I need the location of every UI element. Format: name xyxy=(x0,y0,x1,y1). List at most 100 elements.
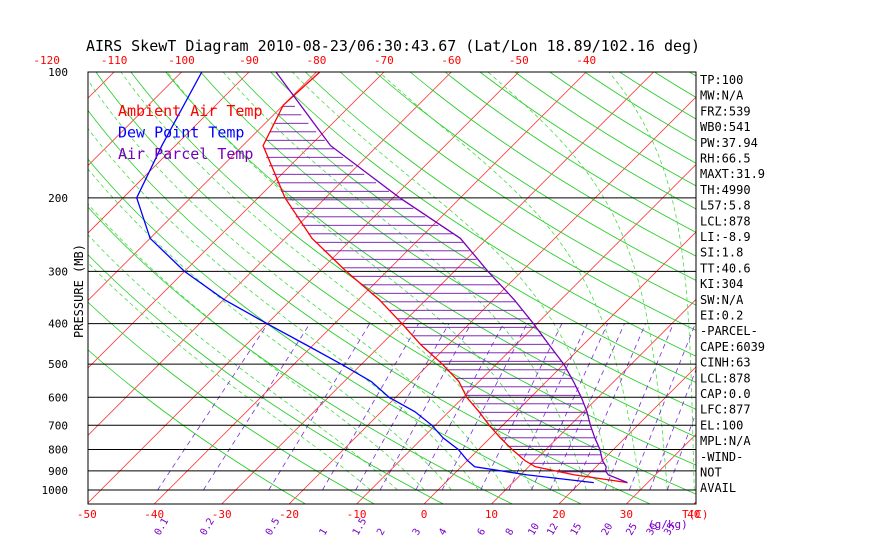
bottom-temp-tick-label: 0 xyxy=(421,508,428,521)
bottom-temp-tick-label: -30 xyxy=(212,508,232,521)
index-entry: TH:4990 xyxy=(700,183,751,197)
pressure-tick-label: 700 xyxy=(48,419,68,432)
dry-adiabat xyxy=(654,72,696,98)
pressure-tick-label: 200 xyxy=(48,192,68,205)
moist-adiabat xyxy=(88,127,479,491)
dry-adiabat xyxy=(374,72,696,281)
top-temp-tick-label: -90 xyxy=(239,54,259,67)
mixing-ratio-tick-label: 12 xyxy=(545,522,561,538)
dry-adiabat xyxy=(444,72,696,233)
mixing-ratio-line xyxy=(157,323,269,491)
index-entry: SW:N/A xyxy=(700,293,744,307)
mixing-ratio-tick-label: 2 xyxy=(375,527,388,538)
index-entry: MW:N/A xyxy=(700,89,744,103)
dry-adiabat xyxy=(88,349,306,504)
index-entry: LI:-8.9 xyxy=(700,230,751,244)
bottom-temp-tick-label: 40 xyxy=(687,508,700,521)
moist-adiabat xyxy=(88,79,506,491)
isotherm-line xyxy=(153,72,587,504)
mixing-ratio-line xyxy=(480,323,563,491)
top-temp-tick-label: -60 xyxy=(441,54,461,67)
mixing-ratio-tick-label: 8 xyxy=(504,527,517,538)
dry-adiabat xyxy=(88,109,651,504)
isotherm-line xyxy=(491,298,696,504)
dry-adiabat xyxy=(305,72,696,331)
series-air-parcel-temp xyxy=(275,72,628,484)
mixing-ratio-line xyxy=(573,323,646,491)
index-entry: L57:5.8 xyxy=(700,199,751,213)
pressure-tick-label: 300 xyxy=(48,265,68,278)
mixing-ratio-line xyxy=(549,323,625,491)
plot-frame xyxy=(87,71,697,505)
mixing-ratio-line xyxy=(441,323,528,491)
index-entry: SI:1.8 xyxy=(700,246,743,260)
index-entry: EI:0.2 xyxy=(700,309,743,323)
moist-adiabat xyxy=(378,72,641,491)
mixing-ratio-tick-label: 6 xyxy=(476,527,489,538)
index-entry: KI:304 xyxy=(700,277,743,291)
legend-entry: Air Parcel Temp xyxy=(118,145,253,163)
bottom-temp-tick-label: -20 xyxy=(279,508,299,521)
top-temp-tick-label: -120 xyxy=(33,54,60,67)
top-temp-tick-label: -40 xyxy=(576,54,596,67)
index-entry: CINH:63 xyxy=(700,356,751,370)
moist-adiabat xyxy=(222,72,587,491)
index-entry: MAXT:31.9 xyxy=(700,167,765,181)
index-entry: PW:37.94 xyxy=(700,136,758,150)
dry-adiabat xyxy=(479,72,696,210)
y-axis-label: PRESSURE (MB) xyxy=(72,244,86,338)
bottom-temp-tick-label: 30 xyxy=(620,508,633,521)
isotherm-line xyxy=(88,72,385,369)
isotherm-line xyxy=(0,72,47,504)
mixing-ratio-line xyxy=(628,323,696,491)
pressure-tick-label: 100 xyxy=(48,66,68,79)
pressure-tick-label: 500 xyxy=(48,358,68,371)
index-entry: LCL:878 xyxy=(700,371,751,385)
profile-lines xyxy=(136,72,628,484)
pressure-tick-label: 800 xyxy=(48,443,68,456)
isotherm-line xyxy=(288,96,696,504)
moist-adiabat xyxy=(292,72,614,491)
pressure-tick-label: 400 xyxy=(48,318,68,331)
dry-adiabat xyxy=(88,301,375,504)
pressure-tick-label: 900 xyxy=(48,465,68,478)
mixing-ratio-tick-label: 20 xyxy=(600,522,616,538)
bottom-temp-tick-label: -40 xyxy=(144,508,164,521)
dry-adiabat xyxy=(88,158,582,504)
index-entry: -PARCEL- xyxy=(700,324,758,338)
isotherm-line xyxy=(88,72,182,167)
pressure-tick-label: 1000 xyxy=(42,484,69,497)
isotherm-line xyxy=(221,72,654,504)
moist-adiabat xyxy=(88,234,398,491)
isotherm-line xyxy=(88,72,317,302)
index-entry: LFC:877 xyxy=(700,403,751,417)
index-entry: LCL:878 xyxy=(700,214,751,228)
mixing-ratio-tick-label: 10 xyxy=(526,522,542,538)
chart-title: AIRS SkewT Diagram 2010-08-23/06:30:43.6… xyxy=(86,37,700,55)
mixing-ratio-line xyxy=(203,323,311,491)
bottom-axis-label: T(C) xyxy=(682,508,709,521)
dry-adiabat xyxy=(514,72,696,187)
mixing-ratio-tick-label: 35 xyxy=(662,522,678,538)
bottom-temp-tick-label: -10 xyxy=(347,508,367,521)
mixing-ratio-line xyxy=(508,323,588,491)
index-entry: TT:40.6 xyxy=(700,261,751,275)
moist-adiabat xyxy=(166,72,560,491)
mixing-ratio-line xyxy=(666,411,696,491)
moist-adiabat xyxy=(88,168,452,491)
isotherm-line xyxy=(829,72,870,504)
mixing-ratio-line xyxy=(415,323,504,491)
mixing-ratio-unit-label: (g/kg) xyxy=(648,518,688,531)
index-entry: TP:100 xyxy=(700,73,743,87)
legend-entry: Dew Point Temp xyxy=(118,124,244,142)
mixing-ratio-line xyxy=(531,323,608,491)
isotherm-line xyxy=(88,72,250,234)
dry-adiabat xyxy=(88,254,444,504)
isotherm-line xyxy=(356,163,696,504)
series-dew-point-temp xyxy=(136,72,594,484)
dry-adiabat xyxy=(88,206,513,504)
isotherm-line xyxy=(88,72,452,436)
